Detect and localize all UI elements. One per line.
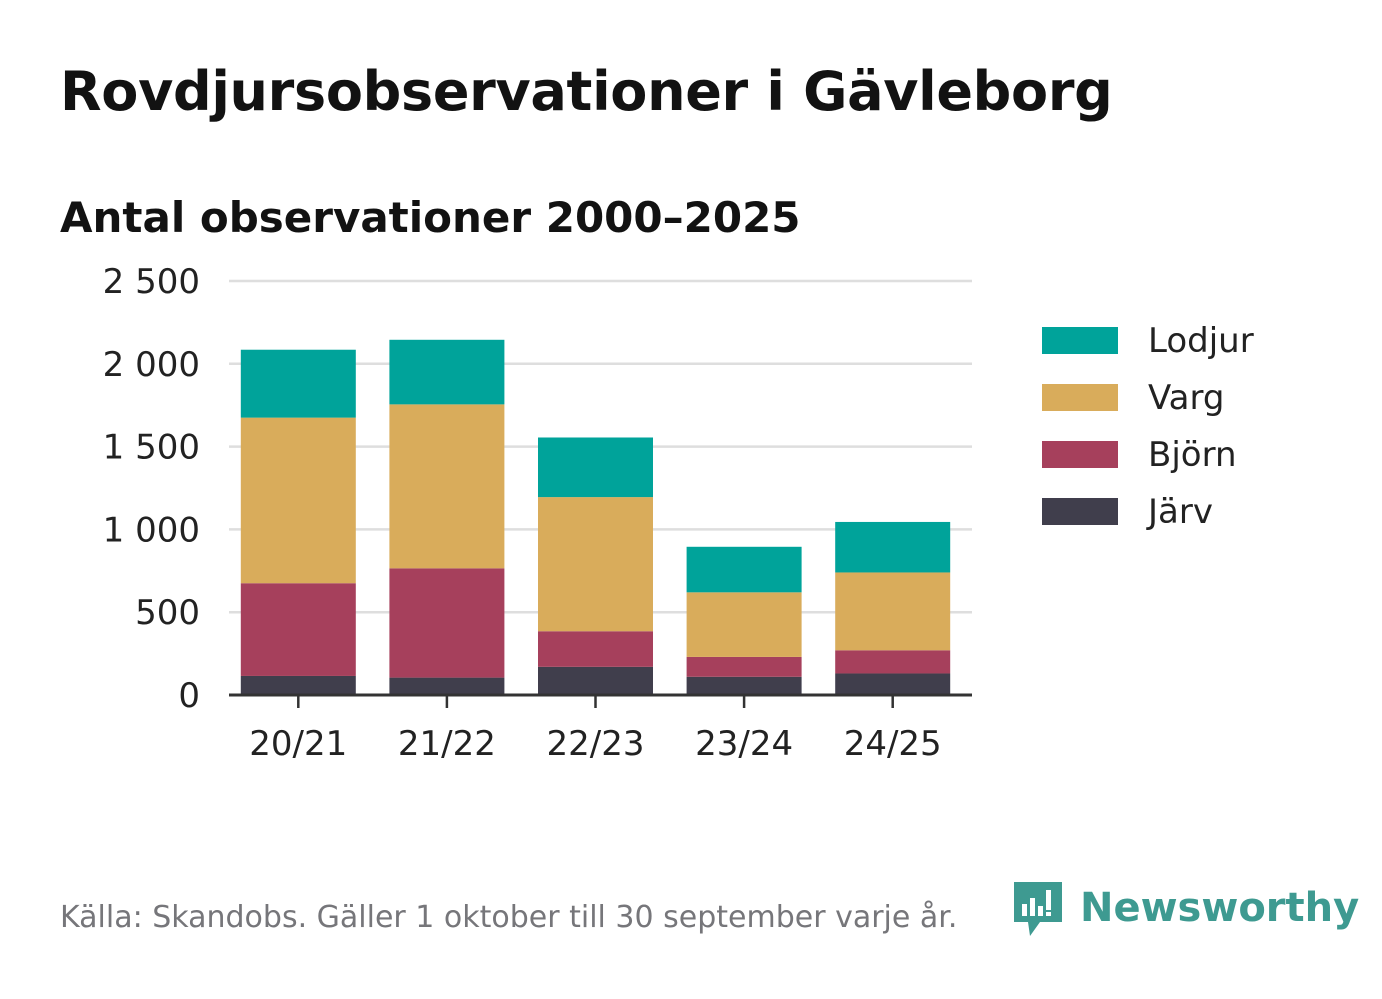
legend-swatch — [1042, 441, 1118, 468]
x-tick-label: 22/23 — [547, 724, 645, 764]
bar-segment-varg — [389, 404, 505, 569]
legend-item-lodjur: Lodjur — [1042, 312, 1254, 369]
legend-label: Lodjur — [1148, 320, 1254, 361]
bar-segment-varg — [686, 592, 802, 657]
legend-swatch — [1042, 498, 1118, 525]
legend-item-björn: Björn — [1042, 426, 1254, 483]
legend-label: Järv — [1148, 491, 1213, 532]
legend-item-varg: Varg — [1042, 369, 1254, 426]
y-tick-label: 1 000 — [103, 510, 200, 550]
x-tick-label: 21/22 — [398, 724, 496, 764]
bar-segment-björn — [835, 650, 951, 674]
bar-segment-björn — [686, 656, 802, 677]
logo-text: Newsworthy — [1080, 885, 1360, 931]
legend-swatch — [1042, 327, 1118, 354]
bar-segment-björn — [240, 583, 356, 676]
y-tick-label: 0 — [178, 676, 200, 716]
bar-segment-björn — [389, 568, 505, 678]
bar-segment-lodjur — [389, 339, 505, 405]
newsworthy-logo-icon — [1014, 882, 1062, 936]
bar-segment-järv — [389, 677, 505, 695]
y-tick-label: 2 500 — [103, 262, 200, 302]
bar-segment-järv — [240, 675, 356, 695]
newsworthy-logo: Newsworthy — [1010, 878, 1359, 938]
legend-label: Björn — [1148, 434, 1237, 475]
legend: Lodjur Varg Björn Järv — [1042, 312, 1254, 540]
x-tick-label: 24/25 — [844, 724, 942, 764]
bar-segment-lodjur — [835, 521, 951, 573]
legend-swatch — [1042, 384, 1118, 411]
y-tick-label: 1 500 — [103, 428, 200, 468]
bar-segment-lodjur — [538, 437, 653, 498]
y-tick-label: 500 — [135, 593, 200, 633]
chart-title: Rovdjursobservationer i Gävleborg — [60, 60, 1113, 123]
x-tick-label: 20/21 — [249, 724, 347, 764]
bar-segment-varg — [240, 417, 356, 584]
bar-segment-järv — [686, 676, 802, 695]
x-tick-label: 23/24 — [695, 724, 793, 764]
bar-segment-järv — [835, 673, 951, 695]
bar-segment-lodjur — [240, 349, 356, 418]
bar-segment-järv — [538, 666, 653, 695]
source-note: Källa: Skandobs. Gäller 1 oktober till 3… — [60, 900, 958, 935]
bar-segment-lodjur — [686, 546, 802, 593]
bar-segment-varg — [538, 497, 653, 632]
y-tick-label: 2 000 — [103, 345, 200, 385]
bar-segment-varg — [835, 572, 951, 651]
legend-label: Varg — [1148, 377, 1225, 418]
chart-subtitle: Antal observationer 2000–2025 — [60, 193, 801, 242]
bar-segment-björn — [538, 631, 653, 667]
legend-item-järv: Järv — [1042, 483, 1254, 540]
